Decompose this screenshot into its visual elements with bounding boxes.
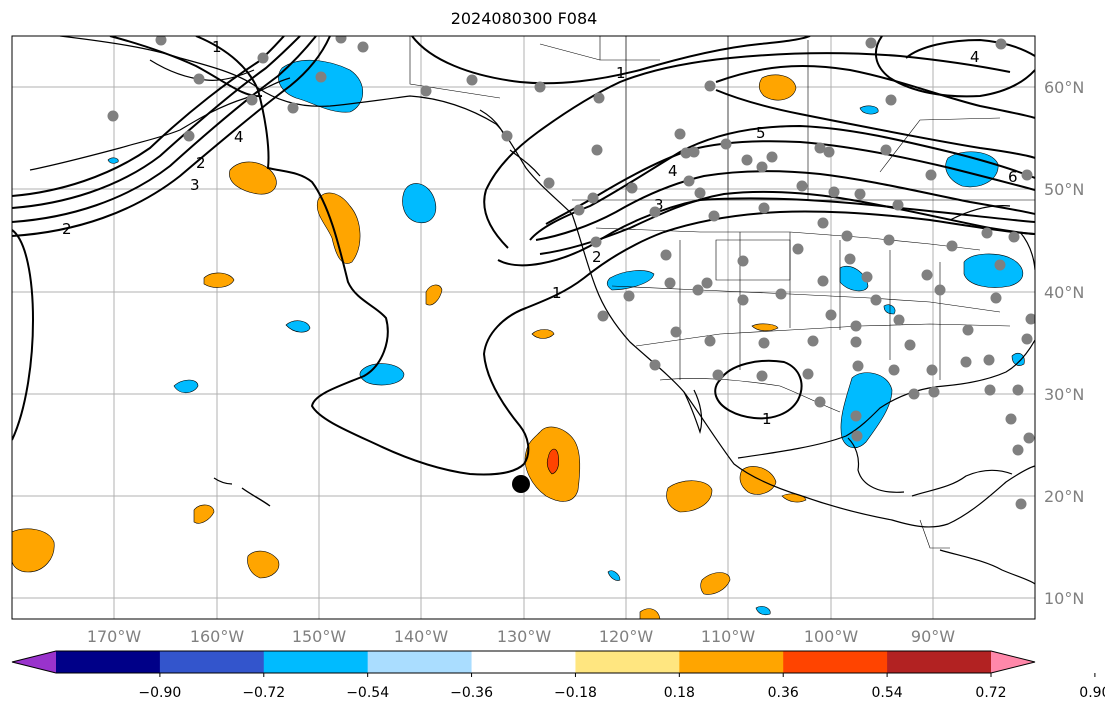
negative-anomaly <box>963 253 1024 288</box>
colorbar-ticks <box>159 673 1096 677</box>
lon-tick-label: 140°W <box>394 627 449 646</box>
strong-positive-anomaly <box>546 448 560 475</box>
contour-label: 1 <box>552 284 562 302</box>
positive-anomaly <box>247 550 280 579</box>
colorbar-segment <box>56 651 161 673</box>
colorbar-tick-label: −0.72 <box>242 685 285 701</box>
negative-anomaly <box>883 304 896 315</box>
positive-anomaly <box>193 504 215 524</box>
colorbar-segment <box>783 651 888 673</box>
colorbar: −0.90 −0.72 −0.54 −0.36 −0.18 0.18 0.36 0.54 0.7… <box>11 650 1105 701</box>
contour-label: 1 <box>212 38 222 56</box>
lat-tick-label: 60°N <box>1044 78 1084 97</box>
colorbar-segment <box>679 651 784 673</box>
contour-label: 2 <box>592 248 602 266</box>
lat-tick-label: 30°N <box>1044 385 1084 404</box>
colorbar-tick-label: 0.90 <box>1079 685 1105 701</box>
lon-tick-label: 130°W <box>497 627 552 646</box>
colorbar-tick-label: 0.18 <box>664 685 695 701</box>
colorbar-segment <box>471 651 576 673</box>
contour-label: 4 <box>668 162 678 180</box>
colorbar-extend-high <box>991 651 1035 673</box>
lat-tick-label: 10°N <box>1044 589 1084 608</box>
negative-anomaly <box>359 363 405 386</box>
positive-anomaly <box>425 284 443 306</box>
storm-center-marker[interactable] <box>512 475 530 493</box>
negative-anomaly <box>1011 352 1025 366</box>
colorbar-labels: −0.90 −0.72 −0.54 −0.36 −0.18 0.18 0.36 0.54 0.7… <box>138 685 1105 701</box>
contour-label: 4 <box>234 128 244 146</box>
colorbar-tick-label: 0.36 <box>768 685 799 701</box>
contour-label: 2 <box>62 220 72 238</box>
map-frame <box>11 35 1036 620</box>
contour-label: 5 <box>756 124 766 142</box>
lon-axis: 170°W 160°W 150°W 140°W 130°W 120°W 110°… <box>87 627 955 646</box>
lon-tick-label: 100°W <box>804 627 859 646</box>
lat-tick-label: 40°N <box>1044 283 1084 302</box>
colorbar-segment <box>575 651 680 673</box>
positive-anomaly <box>203 272 235 288</box>
map-area[interactable]: 2 3 2 4 1 1 2 3 4 1 5 6 4 1 <box>11 33 1037 620</box>
negative-anomaly <box>839 266 869 292</box>
contour-label-group: 2 3 2 4 1 1 2 3 4 1 5 6 4 1 <box>62 38 1018 428</box>
contour-label: 1 <box>762 410 772 428</box>
contour-label: 2 <box>196 154 206 172</box>
lat-tick-label: 20°N <box>1044 487 1084 506</box>
positive-anomaly <box>639 608 661 619</box>
coastlines <box>29 36 1035 585</box>
positive-anomaly <box>12 528 55 573</box>
lon-tick-label: 170°W <box>87 627 142 646</box>
colorbar-tick-label: −0.54 <box>346 685 389 701</box>
contour-label: 6 <box>1008 168 1018 186</box>
negative-anomaly <box>859 105 879 115</box>
positive-anomaly <box>751 323 779 332</box>
contour-label: 3 <box>654 196 664 214</box>
station-dots <box>107 36 1035 510</box>
contour-label: 1 <box>616 64 626 82</box>
map-title: 2024080300 F084 <box>450 9 598 28</box>
colorbar-tick-label: −0.90 <box>138 685 181 701</box>
colorbar-extend-low <box>12 651 56 673</box>
positive-anomaly <box>531 329 555 339</box>
negative-anomaly <box>107 157 119 164</box>
positive-anomaly <box>666 480 713 513</box>
lon-tick-label: 160°W <box>190 627 245 646</box>
colorbar-segment <box>887 651 992 673</box>
negative-anomaly <box>278 59 364 113</box>
colorbar-tick-label: 0.54 <box>872 685 903 701</box>
colorbar-segment <box>367 651 473 673</box>
positive-anomaly <box>700 572 731 595</box>
negative-anomaly <box>840 372 893 449</box>
colorbar-outline <box>11 650 1036 674</box>
colorbar-segments <box>11 650 1036 674</box>
contour-label: 4 <box>970 48 980 66</box>
lat-axis: 60°N 50°N 40°N 30°N 20°N 10°N <box>1044 78 1084 608</box>
colorbar-tick-label: −0.36 <box>450 685 493 701</box>
contour-label: 3 <box>190 176 200 194</box>
negative-anomaly <box>607 570 621 581</box>
lon-tick-label: 150°W <box>292 627 347 646</box>
negative-anomaly <box>402 183 436 224</box>
positive-anomaly <box>229 161 277 195</box>
positive-anomaly <box>758 74 797 101</box>
lon-tick-label: 120°W <box>599 627 654 646</box>
lat-tick-label: 50°N <box>1044 180 1084 199</box>
lon-tick-label: 110°W <box>701 627 756 646</box>
colorbar-segment <box>263 651 369 673</box>
colorbar-tick-label: 0.72 <box>975 685 1006 701</box>
colorbar-tick-label: −0.18 <box>554 685 597 701</box>
negative-anomaly <box>606 270 655 291</box>
lon-tick-label: 90°W <box>911 627 955 646</box>
negative-anomaly <box>173 379 199 394</box>
negative-anomaly <box>755 606 771 616</box>
colorbar-segment <box>159 651 265 673</box>
negative-anomaly <box>285 320 311 333</box>
